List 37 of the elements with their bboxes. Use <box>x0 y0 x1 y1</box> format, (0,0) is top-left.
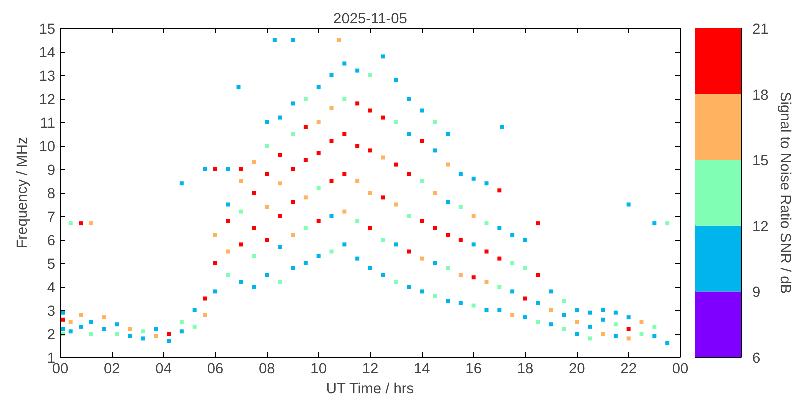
x-tick-label: 12 <box>362 362 379 378</box>
chart-title: 2025-11-05 <box>334 12 408 28</box>
y-tick-label: 6 <box>47 234 56 250</box>
x-tick-label: 20 <box>569 362 586 378</box>
x-tick-label: 04 <box>156 362 172 378</box>
x-tick-label: 16 <box>466 362 482 378</box>
y-axis-title: Frequency / MHz <box>15 137 32 249</box>
x-tick-label: 06 <box>207 362 224 378</box>
x-tick-label: 08 <box>259 362 276 378</box>
color-bar-label: 9 <box>752 285 761 302</box>
color-bar-label: 21 <box>752 22 769 38</box>
x-tick-label: 22 <box>620 362 637 378</box>
color-bar-label: 6 <box>752 351 761 367</box>
x-tick-label: 10 <box>310 362 327 378</box>
color-bar-label: 12 <box>752 219 769 236</box>
x-tick-label: 18 <box>517 362 534 378</box>
x-axis-title: UT Time / hrs <box>326 382 414 398</box>
color-bar-title: Signal to Noise Ratio SNR / dB <box>776 92 793 294</box>
y-tick-label: 13 <box>39 69 56 85</box>
y-tick-label: 8 <box>47 186 56 202</box>
y-tick-label: 14 <box>39 46 56 62</box>
y-tick-label: 5 <box>47 257 56 273</box>
y-tick-label: 7 <box>47 210 56 226</box>
y-tick-label: 4 <box>47 280 56 296</box>
x-tick-label: 00 <box>672 362 689 378</box>
y-tick-label: 15 <box>39 22 56 38</box>
y-tick-label: 9 <box>47 163 56 179</box>
y-tick-label: 3 <box>47 304 56 320</box>
y-tick-label: 2 <box>47 328 56 344</box>
color-bar-label: 15 <box>752 154 769 170</box>
x-tick-label: 02 <box>104 362 120 378</box>
y-tick-label: 10 <box>39 140 56 156</box>
x-tick-label: 14 <box>414 362 430 378</box>
y-tick-label: 12 <box>39 92 56 108</box>
y-tick-label: 11 <box>40 116 56 132</box>
color-bar-label: 18 <box>752 88 769 104</box>
x-tick-label: 00 <box>52 362 69 378</box>
